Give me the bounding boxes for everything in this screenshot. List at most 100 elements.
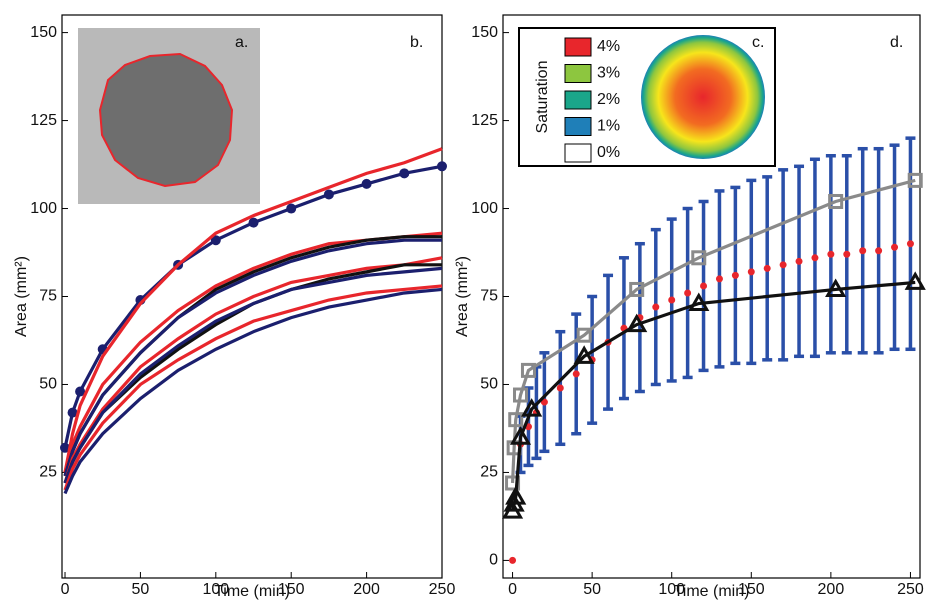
x-tick-label: 0 <box>61 581 70 598</box>
marker <box>779 261 787 269</box>
y-tick-label: 50 <box>39 376 57 393</box>
series-line <box>63 238 442 477</box>
x-tick-label: 200 <box>353 581 380 598</box>
y-tick-label: 75 <box>39 288 57 305</box>
marker <box>626 313 648 333</box>
x-tick-label: 100 <box>202 581 229 598</box>
marker <box>859 247 867 255</box>
y-axis-label: Area (mm²) <box>13 256 30 337</box>
marker <box>629 281 645 297</box>
marker <box>904 271 926 290</box>
marker <box>811 254 819 262</box>
panel-label: a. <box>235 34 248 51</box>
marker <box>210 235 221 246</box>
marker <box>399 168 410 179</box>
colorbar-title: Saturation <box>534 61 551 134</box>
y-tick-label: 0 <box>489 552 498 569</box>
marker <box>907 172 923 188</box>
marker <box>67 407 78 418</box>
panel-label: c. <box>752 34 764 51</box>
y-tick-label: 150 <box>471 24 498 41</box>
marker <box>763 264 771 272</box>
marker <box>576 327 592 343</box>
marker <box>361 178 372 189</box>
colorbar-swatch <box>564 64 592 83</box>
colorbar-swatch <box>564 117 592 136</box>
y-tick-label: 50 <box>480 376 498 393</box>
marker <box>513 387 529 403</box>
x-axis-label: Time (min) <box>674 583 750 600</box>
x-tick-label: 250 <box>429 581 456 598</box>
marker <box>747 268 755 276</box>
marker <box>437 161 447 172</box>
marker <box>248 217 259 228</box>
x-tick-label: 250 <box>897 581 924 598</box>
x-tick-label: 50 <box>583 581 601 598</box>
x-tick-label: 150 <box>738 581 765 598</box>
marker <box>286 203 297 214</box>
y-tick-label: 125 <box>471 112 498 129</box>
colorbar-swatch <box>564 143 592 163</box>
marker <box>700 282 708 290</box>
marker <box>715 275 723 283</box>
y-tick-label: 125 <box>30 112 57 129</box>
marker <box>60 442 71 453</box>
marker <box>891 243 899 251</box>
series-line <box>63 284 443 491</box>
x-tick-label: 150 <box>278 581 305 598</box>
marker <box>652 303 660 311</box>
marker <box>572 370 580 378</box>
marker <box>75 386 86 397</box>
marker <box>875 247 883 255</box>
y-tick-label: 25 <box>480 464 498 481</box>
marker <box>731 271 739 279</box>
series-line <box>510 280 916 512</box>
series-line <box>63 256 443 484</box>
panel-label: d. <box>890 34 903 51</box>
panel-label: b. <box>410 34 423 51</box>
colorbar-swatch <box>564 90 592 110</box>
marker <box>825 278 847 297</box>
y-axis-label: Area (mm²) <box>454 256 471 337</box>
marker <box>827 250 835 258</box>
plot-frame <box>502 14 921 579</box>
y-tick-label: 75 <box>480 288 498 305</box>
series-line <box>63 266 443 484</box>
marker <box>323 189 334 200</box>
marker <box>668 296 676 304</box>
colorbar-label: 3% <box>597 65 620 82</box>
marker <box>505 475 521 491</box>
marker <box>843 250 851 258</box>
colorbar-label: 0% <box>597 144 620 161</box>
marker <box>684 289 692 297</box>
marker <box>520 362 536 378</box>
colorbar-label: 2% <box>597 91 620 108</box>
series-line <box>63 287 443 495</box>
colorbar-label: 4% <box>597 38 620 55</box>
y-tick-label: 150 <box>30 24 57 41</box>
marker <box>508 412 524 428</box>
marker <box>691 250 707 266</box>
marker <box>556 384 564 392</box>
x-tick-label: 100 <box>658 581 685 598</box>
x-axis-label: Time (min) <box>214 583 290 600</box>
saturation-map <box>641 35 765 159</box>
outline <box>98 52 234 188</box>
y-tick-label: 100 <box>471 200 498 217</box>
series-line <box>510 178 916 484</box>
colorbar-label: 1% <box>597 118 620 135</box>
y-tick-label: 25 <box>39 464 57 481</box>
marker <box>521 398 543 417</box>
marker <box>906 240 914 248</box>
marker <box>795 257 803 265</box>
marker <box>828 193 844 209</box>
series-line <box>63 147 443 473</box>
marker <box>509 426 532 445</box>
x-tick-label: 50 <box>132 581 150 598</box>
x-tick-label: 200 <box>818 581 845 598</box>
y-tick-label: 100 <box>30 200 57 217</box>
x-tick-label: 0 <box>508 581 517 598</box>
plot-frame <box>61 14 443 579</box>
marker <box>573 345 595 364</box>
